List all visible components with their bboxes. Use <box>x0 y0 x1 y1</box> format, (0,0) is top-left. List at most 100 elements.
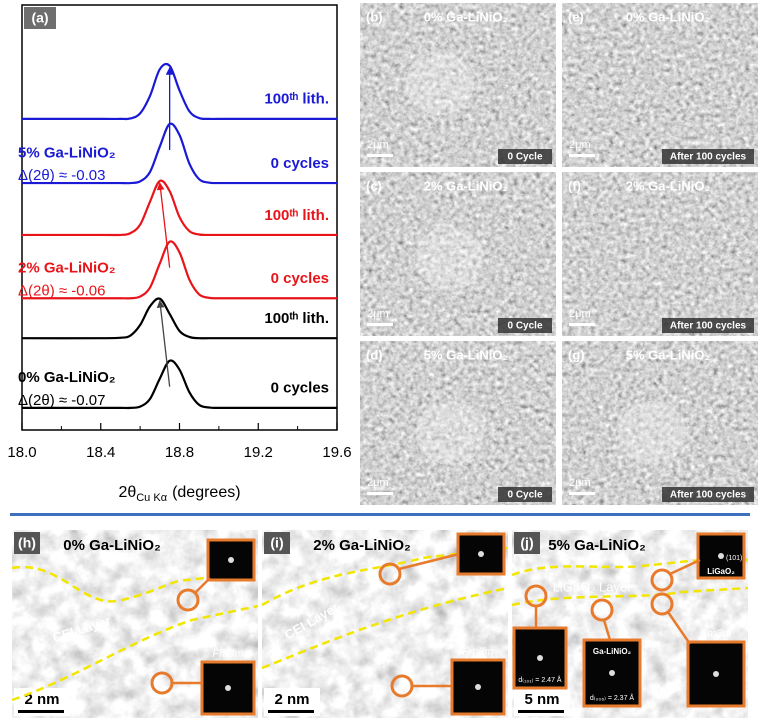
sem-image <box>562 172 758 336</box>
scale-bar <box>569 323 595 326</box>
inset-plane: (101) <box>726 555 742 562</box>
scale-label: 5 nm <box>524 691 559 708</box>
fft-spot <box>228 557 234 563</box>
scale-label: 2μm <box>367 308 389 320</box>
panel-title: 2% Ga-LiNiO₂ <box>424 178 509 193</box>
layer-label: LiGaO₂ Layer <box>553 579 632 594</box>
sem-image <box>360 172 556 336</box>
series-label: 100ᵗʰ lith. <box>264 91 329 108</box>
fft-spot <box>475 684 481 690</box>
fft-spot <box>537 655 543 661</box>
scale-bar <box>367 154 393 157</box>
roi-circle <box>176 588 200 612</box>
roi-circle <box>650 592 674 616</box>
panel-title: 0% Ga-LiNiO₂ <box>626 9 711 24</box>
shift-arrow <box>156 182 171 268</box>
roi-link <box>666 611 692 645</box>
series-label: 0 cycles <box>271 155 329 172</box>
scale-bar <box>268 710 314 713</box>
panel-label: (g) <box>568 347 585 362</box>
roi-circle <box>590 598 614 622</box>
shift-annotation: Δ(2θ) ≈ -0.07 <box>18 392 105 409</box>
inset-phase: LiGaO₂ <box>707 567 735 576</box>
shift-annotation: Δ(2θ) ≈ -0.06 <box>18 282 105 299</box>
scale-label: 2 nm <box>274 691 309 708</box>
panel-label: (e) <box>568 9 584 24</box>
panel-caption: 0 Cycle <box>507 152 542 163</box>
panel-label-box <box>24 7 56 29</box>
caption-box <box>498 149 552 164</box>
panel-title: 5% Ga-LiNiO₂ <box>424 347 509 362</box>
sem-image <box>360 3 556 167</box>
panel-caption: After 100 cycles <box>670 490 747 501</box>
xrd-line <box>22 240 337 300</box>
caption-box <box>662 149 754 164</box>
roi-circle <box>650 568 674 592</box>
sample-label: 0% Ga-LiNiO₂ <box>18 369 116 386</box>
x-axis-subscript: Cu Kα <box>136 492 167 504</box>
caption-box <box>498 487 552 502</box>
inset-d-spacing: d₍₀₀₆₎ = 2.37 Å <box>590 693 635 702</box>
x-axis-symbol: 2θ <box>118 484 136 501</box>
roi-link <box>669 558 701 576</box>
caption-box <box>662 487 754 502</box>
fft-spot <box>609 670 615 676</box>
panel-title: 0% Ga-LiNiO₂ <box>63 537 161 554</box>
scale-label: 2μm <box>569 477 591 489</box>
series-label: 0 cycles <box>271 270 329 287</box>
sem-particle <box>416 226 484 290</box>
xrd-line <box>22 62 337 121</box>
panel-title: 5% Ga-LiNiO₂ <box>626 347 711 362</box>
fft-spot <box>478 551 484 557</box>
panel-title: 2% Ga-LiNiO₂ <box>313 537 411 554</box>
scale-bar <box>367 323 393 326</box>
panel-label: (j) <box>520 535 533 551</box>
panel-label: (a) <box>31 10 48 26</box>
x-tick-label: 19.6 <box>322 444 351 461</box>
panel-label: (i) <box>270 535 283 551</box>
panel-label: (d) <box>366 347 383 362</box>
fft-inset <box>512 626 568 690</box>
phase-label: Fm3̄m <box>462 646 493 658</box>
panel-caption: 0 Cycle <box>507 490 542 501</box>
roi-link <box>398 552 460 571</box>
sem-image <box>562 341 758 505</box>
panel-label: (b) <box>366 9 383 24</box>
scale-label: 2μm <box>569 308 591 320</box>
scale-bar <box>518 710 564 713</box>
scale-bar <box>18 710 64 713</box>
fft-spot <box>718 553 724 559</box>
scale-bar <box>569 492 595 495</box>
scale-label: 2μm <box>569 139 591 151</box>
scale-label: 2μm <box>367 139 389 151</box>
panel-label-box <box>264 532 290 554</box>
fft-inset <box>582 638 642 708</box>
panel-title: 0% Ga-LiNiO₂ <box>424 9 509 24</box>
panel-caption: 0 Cycle <box>507 321 542 332</box>
interface-line <box>511 586 749 607</box>
roi-link <box>195 577 211 593</box>
interface-line <box>261 546 509 607</box>
xrd-line <box>21 297 337 340</box>
panel-caption: After 100 cycles <box>670 152 747 163</box>
caption-box <box>498 318 552 333</box>
x-tick-label: 18.4 <box>86 444 115 461</box>
scale-label: 2 nm <box>24 691 59 708</box>
shift-annotation: Δ(2θ) ≈ -0.03 <box>18 167 105 184</box>
scale-label: 2μm <box>367 477 389 489</box>
sem-particle <box>416 401 484 465</box>
panel-title: 5% Ga-LiNiO₂ <box>548 537 646 554</box>
panel-title: 2% Ga-LiNiO₂ <box>626 178 711 193</box>
interface-line <box>11 565 259 603</box>
interface-line <box>11 604 259 702</box>
panel-caption: After 100 cycles <box>670 321 747 332</box>
inset-phase: Ga-LiNiO₂ <box>593 647 632 656</box>
series-label: 100ᵗʰ lith. <box>264 207 329 224</box>
scale-bar <box>569 154 595 157</box>
sample-label: 2% Ga-LiNiO₂ <box>18 259 116 276</box>
sem-particle <box>618 401 686 465</box>
x-tick-label: 19.2 <box>244 444 273 461</box>
series-label: 100ᵗʰ lith. <box>264 310 329 327</box>
shift-arrow <box>156 299 171 387</box>
